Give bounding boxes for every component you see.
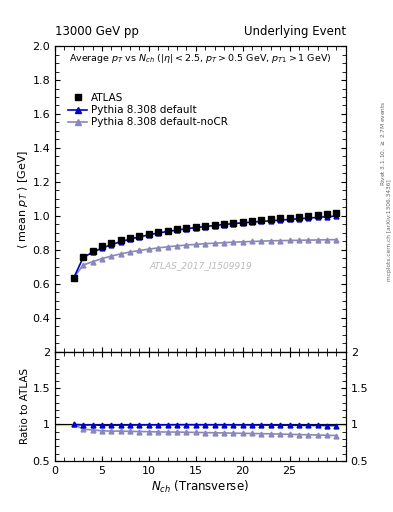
Text: 13000 GeV pp: 13000 GeV pp bbox=[55, 26, 139, 38]
Y-axis label: $\langle$ mean $p_T$ $\rangle$ [GeV]: $\langle$ mean $p_T$ $\rangle$ [GeV] bbox=[16, 149, 29, 248]
Text: Underlying Event: Underlying Event bbox=[244, 26, 346, 38]
Legend: ATLAS, Pythia 8.308 default, Pythia 8.308 default-noCR: ATLAS, Pythia 8.308 default, Pythia 8.30… bbox=[66, 91, 230, 130]
X-axis label: $N_{ch}$ (Transverse): $N_{ch}$ (Transverse) bbox=[151, 478, 250, 495]
Bar bbox=[55, 424, 346, 425]
Text: ATLAS_2017_I1509919: ATLAS_2017_I1509919 bbox=[149, 262, 252, 271]
Text: mcplots.cern.ch [arXiv:1306.3436]: mcplots.cern.ch [arXiv:1306.3436] bbox=[387, 180, 391, 281]
Text: Rivet 3.1.10, $\geq$ 2.7M events: Rivet 3.1.10, $\geq$ 2.7M events bbox=[379, 100, 387, 186]
Text: Average $p_T$ vs $N_{ch}$ ($|\eta| < 2.5$, $p_T > 0.5$ GeV, $p_{T1} > 1$ GeV): Average $p_T$ vs $N_{ch}$ ($|\eta| < 2.5… bbox=[69, 52, 332, 65]
Y-axis label: Ratio to ATLAS: Ratio to ATLAS bbox=[20, 368, 30, 444]
